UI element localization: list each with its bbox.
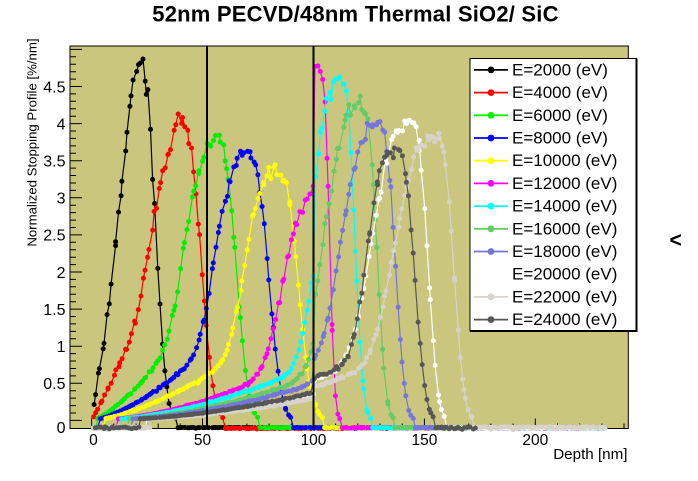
- svg-text:1: 1: [57, 339, 66, 356]
- svg-text:3: 3: [57, 191, 66, 208]
- svg-text:E=16000 (eV): E=16000 (eV): [512, 219, 617, 238]
- svg-text:3.5: 3.5: [43, 154, 65, 171]
- svg-text:E=2000 (eV): E=2000 (eV): [512, 60, 608, 79]
- svg-text:0: 0: [57, 420, 66, 437]
- svg-text:Normalized Stopping Profile [%: Normalized Stopping Profile [%/nm]: [25, 39, 40, 247]
- svg-text:2: 2: [57, 265, 66, 282]
- svg-text:E=18000 (eV): E=18000 (eV): [512, 242, 617, 261]
- svg-text:E=14000 (eV): E=14000 (eV): [512, 197, 617, 216]
- svg-text:2.5: 2.5: [43, 228, 65, 245]
- svg-text:<: <: [670, 229, 682, 252]
- svg-text:0: 0: [89, 432, 98, 449]
- svg-text:Depth [nm]: Depth [nm]: [553, 446, 627, 463]
- svg-text:E=22000 (eV): E=22000 (eV): [512, 287, 617, 306]
- svg-text:E=12000 (eV): E=12000 (eV): [512, 174, 617, 193]
- svg-text:E=4000 (eV): E=4000 (eV): [512, 83, 608, 102]
- svg-text:E=20000 (eV): E=20000 (eV): [512, 265, 617, 284]
- svg-text:150: 150: [411, 432, 437, 449]
- svg-text:52nm PECVD/48nm Thermal SiO2/: 52nm PECVD/48nm Thermal SiO2/ SiC: [152, 2, 558, 27]
- svg-text:0.5: 0.5: [43, 376, 65, 393]
- svg-text:4.5: 4.5: [43, 79, 65, 96]
- svg-text:E=8000 (eV): E=8000 (eV): [512, 129, 608, 148]
- svg-text:4: 4: [57, 116, 66, 133]
- svg-text:E=6000 (eV): E=6000 (eV): [512, 106, 608, 125]
- svg-text:1.5: 1.5: [43, 302, 65, 319]
- svg-text:E=10000 (eV): E=10000 (eV): [512, 151, 617, 170]
- svg-text:50: 50: [194, 432, 212, 449]
- svg-text:100: 100: [301, 432, 327, 449]
- svg-text:200: 200: [522, 432, 548, 449]
- svg-text:E=24000 (eV): E=24000 (eV): [512, 310, 617, 329]
